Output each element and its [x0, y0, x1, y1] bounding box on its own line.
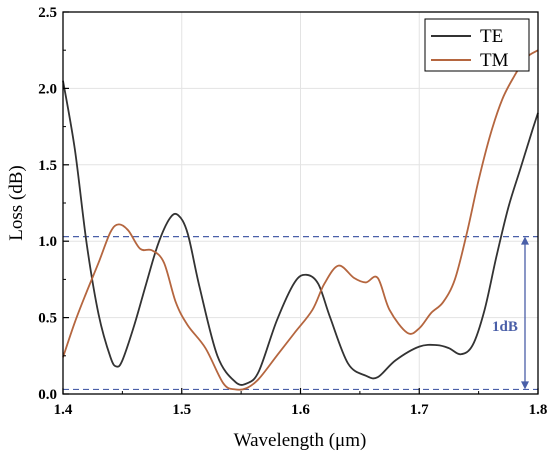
y-tick-label: 2.0: [38, 81, 57, 97]
legend: TE TM: [424, 18, 530, 72]
annotation-1db: 1dB: [492, 319, 518, 335]
x-tick-label: 1.8: [529, 402, 548, 418]
legend-box: [424, 18, 530, 72]
x-tick-label: 1.4: [54, 402, 73, 418]
series-line-te: [62, 80, 539, 386]
y-tick-label: 2.5: [38, 5, 57, 21]
x-tick-label: 1.5: [172, 402, 191, 418]
grid-layer: [63, 12, 538, 394]
y-tick-label: 1.0: [38, 234, 57, 250]
annotation-arrowhead-down: [521, 381, 529, 390]
series-line-tm: [62, 49, 539, 391]
y-axis-title: Loss (dB): [6, 165, 27, 240]
y-tick-label: 0.0: [38, 387, 57, 403]
y-tick-label: 1.5: [38, 158, 57, 174]
legend-label-tm: TM: [480, 50, 509, 71]
x-axis-title: Wavelength (μm): [234, 430, 367, 451]
series-layer: [62, 49, 539, 391]
x-tick-label: 1.7: [410, 402, 429, 418]
y-tick-label: 0.5: [38, 311, 57, 327]
tick-layer: 1.4 1.5 1.6 1.7 1.8 0.0 0.5 1.0 1.5 2.0 2.5: [38, 5, 547, 418]
annotation-arrowhead-up: [521, 236, 529, 245]
annotation-layer: 1dB: [492, 236, 529, 390]
reference-lines: [63, 236, 538, 391]
x-tick-label: 1.6: [291, 402, 310, 418]
legend-label-te: TE: [480, 26, 503, 47]
